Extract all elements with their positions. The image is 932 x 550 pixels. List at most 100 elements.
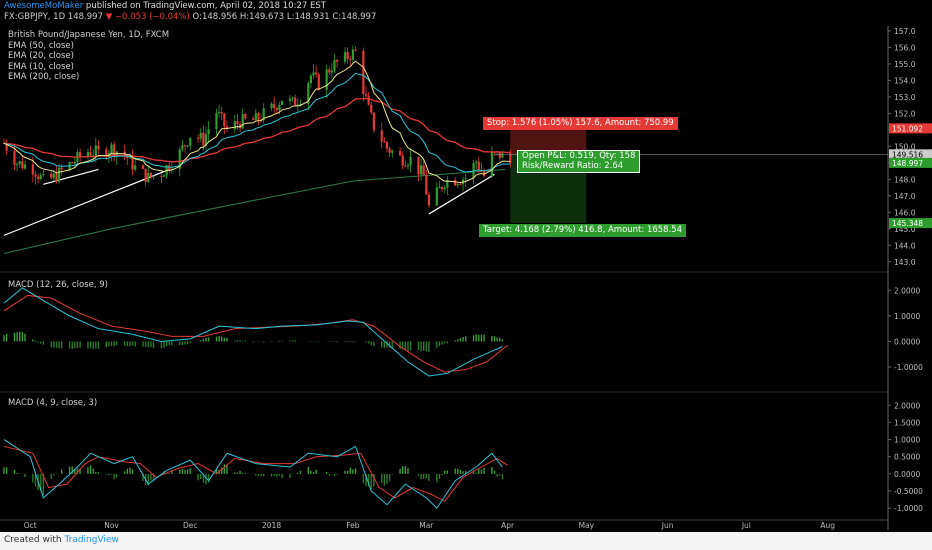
chart-background — [0, 0, 932, 532]
candle-body — [50, 173, 53, 178]
x-tick-label: Dec — [183, 521, 198, 530]
candle-body — [34, 174, 37, 177]
y-tick-label: 1.0000 — [894, 312, 920, 321]
y-tick-label: 150.0 — [894, 142, 916, 151]
publish-line: AwesomeMoMaker published on TradingView.… — [4, 1, 326, 11]
y-tick-label: 1.0000 — [894, 436, 920, 445]
candle-body — [385, 142, 389, 149]
y-tick-label: 156.0 — [894, 43, 916, 52]
candle-body — [186, 145, 189, 147]
candle-body — [31, 164, 34, 175]
x-tick-label: Aug — [820, 521, 835, 530]
candle-body — [343, 52, 347, 62]
stop-tag[interactable]: Stop: 1.576 (1.05%) 157.6, Amount: 750.9… — [483, 117, 678, 130]
candle-body — [55, 173, 58, 182]
footer-text: Created with TradingView — [4, 535, 119, 545]
candle-body — [498, 151, 501, 158]
candle-body — [435, 187, 438, 206]
candle-body — [404, 165, 407, 167]
candle-body — [270, 103, 273, 109]
candle-body — [388, 148, 391, 153]
candle-body — [115, 151, 118, 157]
price-label-box — [889, 123, 932, 134]
candle-body — [147, 172, 150, 182]
candle-body — [367, 95, 370, 105]
candle-body — [18, 161, 21, 165]
price-change: ▼ −0.053 (−0.04%) — [105, 12, 190, 22]
trend-line — [3, 168, 170, 236]
symbol-line: FX:GBPJPY, 1D 148.997 ▼ −0.053 (−0.04%) … — [4, 12, 376, 22]
candle-body — [254, 113, 257, 120]
x-tick-label: May — [579, 521, 595, 530]
candle-body — [197, 137, 200, 139]
chart-canvas[interactable]: 143.0144.0145.0146.0147.0148.0149.0150.0… — [0, 0, 932, 532]
x-tick-label: Jun — [661, 521, 674, 530]
candle-body — [354, 49, 357, 51]
y-tick-label: 1.5000 — [894, 418, 920, 427]
candle-body — [443, 187, 446, 190]
legend-ema-50[interactable]: EMA (50, close) — [8, 40, 74, 51]
legend-ema-20[interactable]: EMA (20, close) — [8, 51, 74, 61]
candle-body — [333, 59, 336, 71]
target-tag[interactable]: Target: 4.168 (2.79%) 416.8, Amount: 165… — [479, 224, 687, 237]
high-value: H:149.673 — [239, 12, 285, 22]
candle-body — [5, 143, 8, 151]
candle-body — [16, 164, 19, 166]
candle-body — [493, 152, 496, 154]
candle-body — [105, 149, 108, 158]
candle-body — [13, 150, 16, 166]
candle-body — [131, 155, 134, 170]
y-tick-label: 2.0000 — [894, 286, 920, 295]
candle-body — [440, 187, 444, 190]
candle-body — [417, 157, 420, 175]
candle-body — [189, 137, 192, 146]
risk-reward-text: Risk/Reward Ratio: 2.64 — [522, 160, 624, 171]
price-label: 148.997 — [892, 159, 923, 168]
candle-body — [501, 153, 504, 158]
legend-ema-10[interactable]: EMA (10, close) — [8, 61, 74, 72]
tradingview-logo[interactable]: TradingView — [64, 535, 119, 545]
y-tick-label: 2.0000 — [894, 401, 920, 410]
candle-body — [380, 130, 383, 142]
candle-body — [273, 103, 276, 109]
candle-body — [52, 173, 55, 178]
footer: Created with TradingView — [0, 532, 932, 550]
candle-body — [419, 165, 423, 175]
symbol-name: FX:GBPJPY, 1D — [4, 12, 66, 22]
candle-body — [236, 121, 239, 125]
price-label: 145.348 — [892, 219, 923, 228]
y-tick-label: 147.0 — [894, 192, 916, 201]
candle-body — [241, 114, 244, 129]
ema-20-line — [3, 72, 511, 173]
candle-body — [71, 162, 74, 164]
candle-body — [152, 175, 155, 177]
candle-body — [349, 58, 352, 60]
y-tick-label: 155.0 — [894, 60, 916, 69]
candle-body — [128, 155, 132, 159]
candle-body — [262, 108, 265, 121]
candle-body — [406, 165, 410, 167]
x-tick-label: Jul — [741, 521, 751, 530]
candle-body — [37, 176, 40, 179]
candle-body — [422, 165, 425, 175]
candle-body — [60, 167, 63, 170]
candle-body — [23, 164, 27, 169]
candle-body — [162, 175, 166, 177]
macd-2-label[interactable]: MACD (4, 9, close, 3) — [8, 398, 98, 408]
macd-1-label[interactable]: MACD (12, 26, close, 9) — [8, 280, 108, 290]
close-value: C:148.997 — [332, 12, 377, 22]
candle-body — [170, 168, 173, 171]
candle-body — [225, 126, 229, 130]
candle-body — [97, 145, 100, 150]
price-label: 149.516 — [892, 150, 923, 159]
author-link[interactable]: AwesomeMoMaker — [4, 1, 84, 11]
candle-body — [252, 118, 255, 120]
candle-body — [280, 101, 284, 105]
candle-body — [351, 49, 354, 60]
open-pl-tag[interactable]: Open P&L: 0.519, Qty: 158 Risk/Reward Ra… — [517, 150, 641, 173]
candle-body — [144, 168, 147, 182]
candle-body — [398, 150, 402, 156]
x-tick-label: Apr — [501, 521, 515, 530]
legend-ema-200[interactable]: EMA (200, close) — [8, 72, 80, 82]
candle-body — [427, 194, 431, 206]
